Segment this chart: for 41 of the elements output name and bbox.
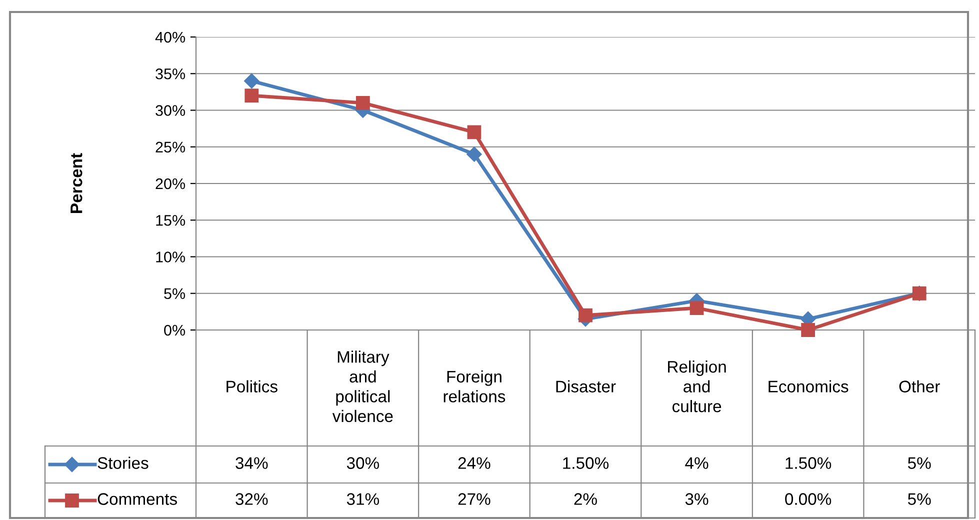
data-label: 24%: [458, 457, 490, 469]
data-label: 27%: [458, 493, 490, 505]
point: [578, 308, 592, 322]
x-tick-label: Politics: [226, 380, 278, 392]
data-label: 4%: [685, 457, 708, 469]
data-label: 34%: [236, 457, 268, 469]
data-label: 0.00%: [785, 493, 832, 505]
y-tick-label: 40%: [155, 32, 186, 43]
y-tick-label: 30%: [156, 105, 186, 116]
y-tick-label: 0%: [164, 324, 186, 336]
x-tick-label: Foreign relations: [444, 370, 506, 402]
data-label: 30%: [346, 457, 380, 469]
point: [244, 73, 260, 89]
data-label: 2%: [574, 493, 597, 505]
y-tick-label: 20%: [156, 178, 186, 190]
point: [356, 96, 370, 110]
point: [690, 301, 704, 315]
x-tick-label: Disaster: [556, 380, 616, 392]
data-label: 1.50%: [786, 457, 832, 469]
data-label: 1.50%: [563, 457, 609, 469]
point: [801, 323, 816, 337]
y-tick-label: 15%: [156, 215, 186, 226]
data-label: 3%: [685, 493, 708, 505]
x-tick-label: Military and political violence: [332, 350, 393, 422]
data-label: 31%: [346, 493, 380, 505]
y-tick-label: 25%: [156, 142, 186, 153]
point: [467, 125, 482, 140]
y-tick-label: 10%: [156, 252, 186, 262]
y-tick-label: 5%: [164, 288, 186, 300]
data-label: 5%: [908, 457, 931, 469]
x-tick-label: Religion and culture: [668, 360, 726, 412]
point: [244, 88, 259, 103]
data-label: 32%: [236, 493, 268, 505]
legend-label: Comments: [98, 493, 177, 505]
y-axis-title: Percent: [70, 153, 82, 213]
x-tick-label: Economics: [768, 380, 848, 392]
x-tick-label: Other: [899, 380, 940, 392]
data-label: 5%: [908, 493, 931, 505]
legend-label: Stories: [98, 456, 148, 469]
point: [466, 146, 482, 162]
y-tick-label: 35%: [156, 68, 186, 80]
